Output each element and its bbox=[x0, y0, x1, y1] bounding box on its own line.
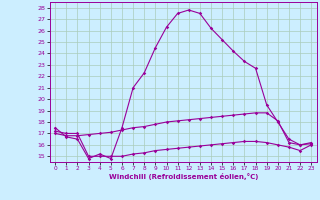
X-axis label: Windchill (Refroidissement éolien,°C): Windchill (Refroidissement éolien,°C) bbox=[108, 173, 258, 180]
